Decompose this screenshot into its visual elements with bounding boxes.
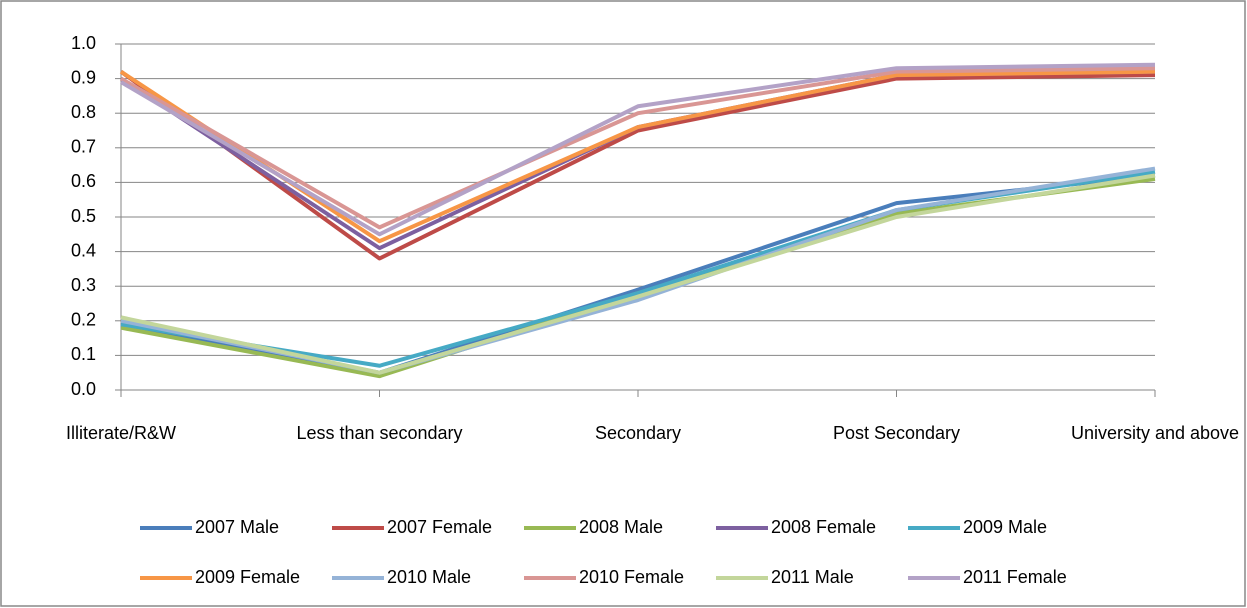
y-tick-label: 1.0 — [71, 33, 96, 53]
x-tick-label: Secondary — [594, 423, 682, 443]
legend-label: 2010 Female — [579, 567, 684, 587]
x-tick-label: Illiterate/R&W — [65, 423, 177, 443]
x-tick-label: Post Secondary — [832, 423, 961, 443]
y-tick-label: 0.4 — [71, 240, 96, 260]
legend-label: 2011 Female — [963, 567, 1067, 587]
legend-label: 2008 Female — [771, 517, 876, 537]
y-tick-label: 0.8 — [71, 102, 96, 122]
y-tick-label: 0.0 — [71, 379, 96, 399]
series-line — [119, 62, 1156, 237]
legend-label: 2008 Male — [579, 517, 663, 537]
legend-label: 2009 Female — [195, 567, 300, 587]
legend-label: 2011 Male — [771, 567, 854, 587]
legend-label: 2007 Female — [387, 517, 492, 537]
y-tick-label: 0.7 — [71, 137, 96, 157]
legend-label: 2007 Male — [195, 517, 279, 537]
y-tick-label: 0.1 — [71, 344, 96, 364]
series-line — [119, 70, 1156, 261]
legend-label: 2010 Male — [387, 567, 471, 587]
y-tick-label: 0.3 — [71, 275, 96, 295]
series-line — [120, 66, 1156, 230]
y-tick-label: 0.6 — [71, 171, 96, 191]
y-tick-label: 0.9 — [71, 67, 96, 87]
x-tick-label: University and above — [1070, 423, 1240, 443]
series-line — [120, 173, 1156, 375]
y-tick-label: 0.2 — [71, 310, 96, 330]
y-tick-label: 0.5 — [71, 206, 96, 226]
x-tick-label: Less than secondary — [296, 423, 463, 443]
legend-label: 2009 Male — [963, 517, 1047, 537]
